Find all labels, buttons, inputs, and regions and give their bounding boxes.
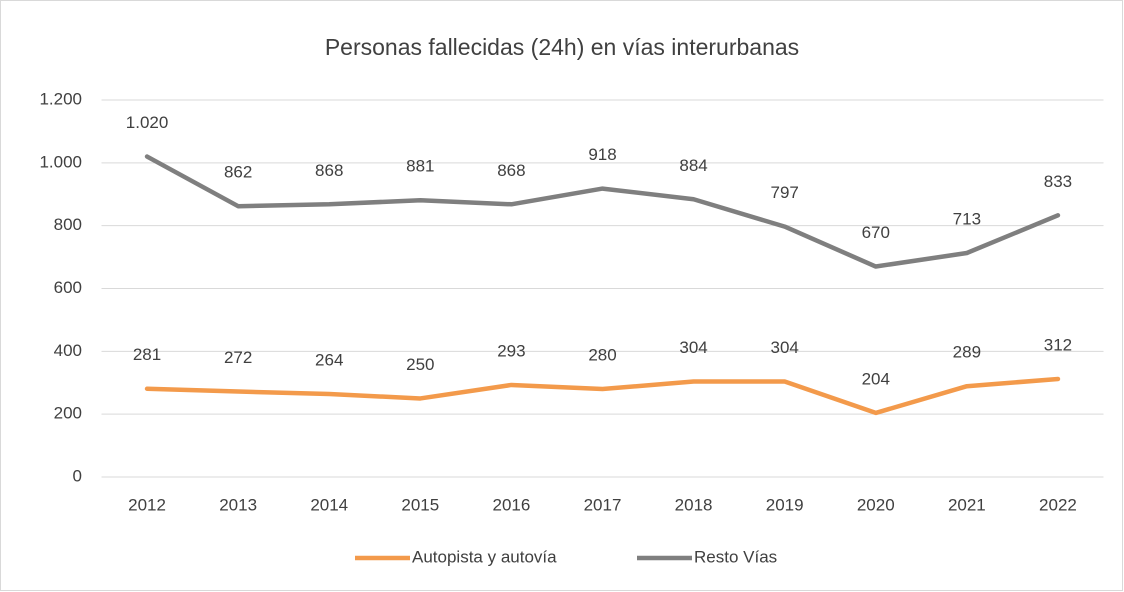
x-tick-label: 2020 [857, 495, 895, 514]
data-label: 264 [315, 351, 343, 370]
data-label: 280 [588, 346, 616, 365]
x-tick-label: 2013 [219, 495, 257, 514]
data-label: 797 [770, 183, 798, 202]
data-label: 250 [406, 355, 434, 374]
data-label: 281 [133, 345, 161, 364]
x-tick-label: 2016 [492, 495, 530, 514]
y-tick-label: 1.200 [39, 89, 82, 108]
data-label: 918 [588, 145, 616, 164]
x-tick-label: 2019 [766, 495, 804, 514]
x-tick-label: 2015 [401, 495, 439, 514]
y-tick-label: 0 [73, 466, 82, 485]
x-tick-label: 2017 [584, 495, 622, 514]
data-label: 312 [1044, 335, 1072, 354]
data-label: 293 [497, 341, 525, 360]
y-tick-label: 200 [54, 404, 82, 423]
data-label: 713 [953, 209, 981, 228]
y-tick-label: 400 [54, 341, 82, 360]
data-label: 204 [862, 369, 890, 388]
data-label: 884 [679, 156, 707, 175]
x-tick-label: 2012 [128, 495, 166, 514]
x-tick-label: 2014 [310, 495, 348, 514]
x-tick-label: 2021 [948, 495, 986, 514]
data-label: 881 [406, 157, 434, 176]
data-label: 833 [1044, 172, 1072, 191]
data-label: 289 [953, 343, 981, 362]
data-label: 670 [862, 223, 890, 242]
x-tick-label: 2022 [1039, 495, 1077, 514]
legend-label: Autopista y autovía [412, 547, 557, 566]
legend-label: Resto Vías [694, 547, 777, 566]
data-label: 304 [770, 338, 798, 357]
data-label: 868 [497, 161, 525, 180]
chart-title: Personas fallecidas (24h) en vías interu… [325, 34, 799, 60]
x-tick-label: 2018 [675, 495, 713, 514]
data-label: 272 [224, 348, 252, 367]
y-tick-label: 1.000 [39, 152, 82, 171]
y-tick-label: 800 [54, 215, 82, 234]
series-line [144, 154, 1061, 269]
data-label: 862 [224, 163, 252, 182]
data-label: 304 [679, 338, 707, 357]
y-tick-label: 600 [54, 278, 82, 297]
data-label: 1.020 [126, 113, 169, 132]
data-label: 868 [315, 161, 343, 180]
series-line [144, 376, 1061, 416]
